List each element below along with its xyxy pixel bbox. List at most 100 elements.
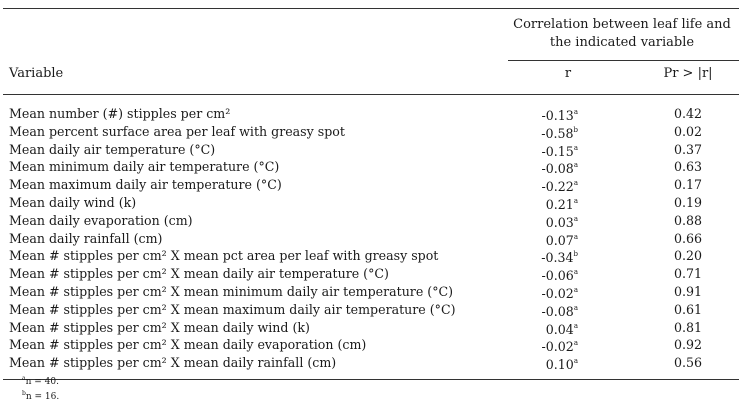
- variable-column-header: Variable: [9, 66, 64, 81]
- r-value: -0.34: [541, 250, 574, 266]
- r-cell: -0.58b: [518, 123, 578, 143]
- r-value: -0.58: [541, 125, 574, 141]
- r-footnote-mark: a: [573, 321, 578, 330]
- variable-cell: Mean # stipples per cm² X mean daily rai…: [9, 355, 337, 371]
- correlation-heading-rule: [508, 60, 739, 61]
- correlation-heading-line1: Correlation between leaf life and: [513, 17, 731, 32]
- variable-cell: Mean number (#) stipples per cm²: [9, 106, 231, 121]
- p-cell: 0.42: [673, 106, 703, 121]
- table-row: Mean # stipples per cm² X mean minimum d…: [3, 283, 739, 301]
- p-column-header: Pr > |r|: [663, 66, 713, 81]
- r-value: 0.07: [545, 232, 574, 248]
- footnotes: an = 40. bn = 16.: [22, 373, 59, 403]
- p-cell: 0.92: [673, 337, 703, 353]
- r-footnote-mark: a: [573, 285, 578, 294]
- variable-cell: Mean daily air temperature (°C): [9, 141, 216, 157]
- r-cell: -0.15a: [518, 141, 578, 161]
- r-value: -0.08: [541, 161, 574, 177]
- r-footnote-mark: b: [573, 125, 578, 134]
- p-cell: 0.19: [673, 194, 703, 210]
- table-row: Mean daily evaporation (cm) 0.03a 0.88: [3, 212, 739, 230]
- r-cell: 0.04a: [518, 319, 578, 339]
- r-cell: -0.06a: [518, 265, 578, 285]
- p-cell: 0.20: [673, 248, 703, 264]
- variable-cell: Mean minimum daily air temperature (°C): [9, 159, 280, 175]
- p-cell: 0.88: [673, 212, 703, 228]
- r-footnote-mark: a: [573, 232, 578, 241]
- p-cell: 0.17: [673, 177, 703, 193]
- r-value: -0.08: [541, 303, 574, 319]
- p-cell: 0.63: [673, 159, 703, 175]
- r-footnote-mark: a: [573, 161, 578, 170]
- table-row: Mean daily wind (k) 0.21a 0.19: [3, 194, 739, 212]
- r-footnote-mark: a: [573, 179, 578, 188]
- table-body: Mean number (#) stipples per cm² -0.13a 0.…: [3, 95, 739, 379]
- variable-cell: Mean # stipples per cm² X mean pct area …: [9, 248, 439, 264]
- r-footnote-mark: a: [573, 143, 578, 152]
- table-row: Mean maximum daily air temperature (°C) -…: [3, 176, 739, 194]
- r-value: -0.06: [541, 268, 574, 284]
- variable-cell: Mean # stipples per cm² X mean daily win…: [9, 319, 310, 335]
- footnote-text: n = 40.: [25, 377, 59, 387]
- r-value: 0.10: [545, 357, 574, 373]
- p-cell: 0.71: [673, 266, 703, 282]
- r-column-header: r: [564, 66, 572, 81]
- bottom-rule: [3, 378, 739, 380]
- r-footnote-mark: a: [573, 196, 578, 205]
- r-cell: -0.08a: [518, 158, 578, 178]
- variable-cell: Mean daily rainfall (cm): [9, 230, 163, 246]
- r-cell: -0.22a: [518, 176, 578, 196]
- variable-cell: Mean daily evaporation (cm): [9, 212, 193, 228]
- footnote-mark: a: [22, 375, 26, 382]
- r-value: -0.02: [541, 339, 574, 355]
- correlation-table: Correlation between leaf life and the in…: [3, 8, 739, 380]
- table-row: Mean # stipples per cm² X mean daily win…: [3, 319, 739, 337]
- table-row: Mean daily air temperature (°C) -0.15a 0.3…: [3, 141, 739, 159]
- header-rule: [3, 94, 739, 95]
- correlation-heading-line2: the indicated variable: [549, 35, 695, 50]
- p-cell: 0.66: [673, 230, 703, 246]
- table-row: Mean # stipples per cm² X mean daily eva…: [3, 336, 739, 354]
- r-value: 0.21: [545, 197, 574, 213]
- r-value: -0.02: [541, 286, 574, 302]
- r-footnote-mark: a: [573, 303, 578, 312]
- top-rule: [3, 8, 739, 9]
- r-cell: 0.03a: [518, 212, 578, 232]
- r-footnote-mark: b: [573, 250, 578, 259]
- footnote: bn = 16.: [22, 388, 59, 403]
- r-value: -0.22: [541, 179, 574, 195]
- r-cell: -0.02a: [518, 283, 578, 303]
- correlation-heading: Correlation between leaf life and the in…: [508, 16, 736, 52]
- variable-cell: Mean maximum daily air temperature (°C): [9, 177, 282, 193]
- variable-cell: Mean daily wind (k): [9, 194, 137, 210]
- r-footnote-mark: a: [573, 268, 578, 277]
- r-cell: -0.34b: [518, 247, 578, 267]
- r-cell: -0.13a: [518, 105, 578, 125]
- r-value: 0.03: [545, 214, 574, 230]
- p-cell: 0.56: [673, 355, 703, 371]
- variable-cell: Mean # stipples per cm² X mean daily air…: [9, 266, 389, 282]
- p-cell: 0.02: [673, 123, 703, 139]
- variable-cell: Mean # stipples per cm² X mean minimum d…: [9, 283, 454, 299]
- r-footnote-mark: a: [573, 214, 578, 223]
- footnote: an = 40.: [22, 373, 59, 388]
- p-cell: 0.37: [673, 141, 703, 157]
- r-cell: -0.02a: [518, 336, 578, 356]
- table-row: Mean daily rainfall (cm) 0.07a 0.66: [3, 230, 739, 248]
- p-cell: 0.91: [673, 283, 703, 299]
- table-row: Mean # stipples per cm² X mean daily air…: [3, 265, 739, 283]
- table-row: Mean # stipples per cm² X mean pct area …: [3, 247, 739, 265]
- r-footnote-mark: a: [573, 357, 578, 366]
- variable-cell: Mean # stipples per cm² X mean daily eva…: [9, 337, 367, 353]
- variable-cell: Mean percent surface area per leaf with …: [9, 123, 345, 139]
- r-cell: 0.10a: [518, 354, 578, 374]
- table-row: Mean minimum daily air temperature (°C) -…: [3, 158, 739, 176]
- table-row: Mean # stipples per cm² X mean maximum d…: [3, 301, 739, 319]
- r-footnote-mark: a: [573, 108, 578, 116]
- r-footnote-mark: a: [573, 339, 578, 348]
- p-cell: 0.81: [673, 319, 703, 335]
- footnote-text: n = 16.: [25, 392, 60, 402]
- table-row: Mean percent surface area per leaf with …: [3, 123, 739, 141]
- r-cell: 0.21a: [518, 194, 578, 214]
- table-row: Mean number (#) stipples per cm² -0.13a 0.…: [3, 105, 739, 123]
